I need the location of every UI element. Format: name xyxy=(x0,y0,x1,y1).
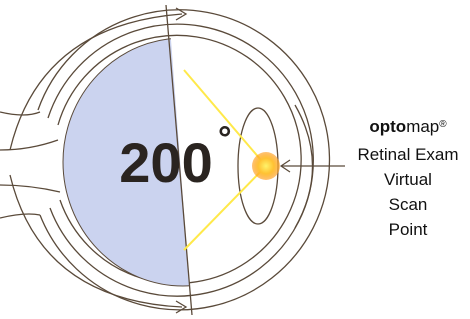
nerve-top xyxy=(0,112,40,115)
brand-regular: map xyxy=(406,117,439,136)
nerve-inner-bottom xyxy=(0,185,60,192)
caption-line: Retinal Exam xyxy=(357,145,458,164)
brand-bold: opto xyxy=(369,117,406,136)
brand-mark: ® xyxy=(439,119,447,130)
caption: Retinal Exam Virtual Scan Point xyxy=(357,145,458,239)
angle-label: 200 xyxy=(119,131,212,194)
caption-line: Point xyxy=(389,220,428,239)
scan-point xyxy=(252,152,280,180)
caption-line: Scan xyxy=(389,195,428,214)
degree-sign: ° xyxy=(218,120,232,158)
brand: optomap® xyxy=(369,117,447,136)
caption-line: Virtual xyxy=(384,170,432,189)
nerve-inner-top xyxy=(0,140,58,150)
eye-diagram: 200 ° optomap® Retinal Exam Virtual Scan Po… xyxy=(0,0,470,319)
nerve-bottom xyxy=(0,214,40,218)
